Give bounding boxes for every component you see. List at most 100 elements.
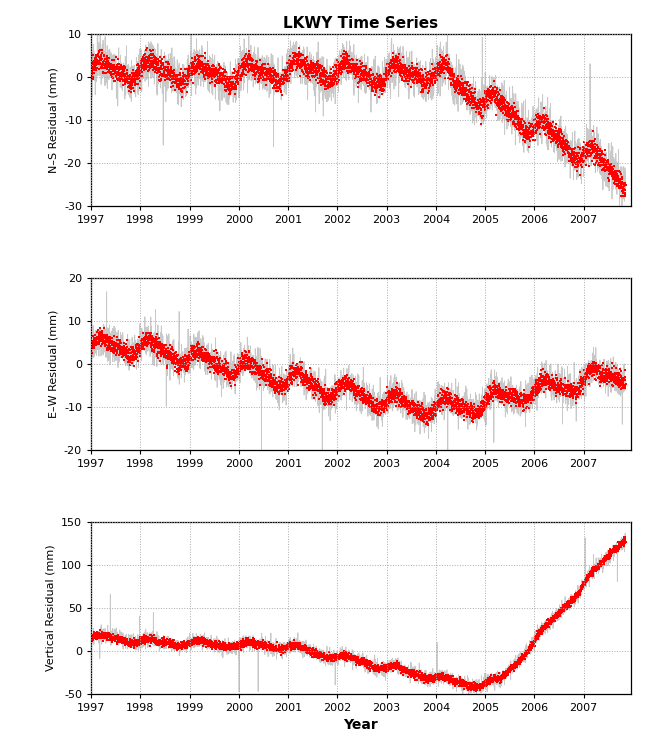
Point <box>549 130 560 142</box>
Point <box>257 71 268 83</box>
Point <box>244 58 255 70</box>
Point <box>539 102 549 114</box>
Point <box>178 351 188 363</box>
Point <box>582 572 592 584</box>
Point <box>394 399 404 411</box>
Point <box>528 383 539 395</box>
Point <box>525 121 535 133</box>
Point <box>535 625 545 637</box>
Point <box>332 649 342 661</box>
Point <box>608 173 618 185</box>
Point <box>114 633 125 645</box>
Point <box>543 116 554 128</box>
Point <box>567 390 578 402</box>
Point <box>280 641 290 653</box>
Point <box>618 379 629 391</box>
Point <box>397 59 408 71</box>
Point <box>515 388 526 400</box>
Point <box>533 628 543 640</box>
Point <box>408 406 418 418</box>
Point <box>477 94 488 106</box>
Point <box>325 74 335 86</box>
Point <box>159 68 170 80</box>
Point <box>237 70 247 82</box>
Point <box>268 640 278 652</box>
Point <box>301 640 311 652</box>
Point <box>482 100 492 112</box>
Point <box>356 382 367 394</box>
Point <box>107 632 118 644</box>
Point <box>229 642 240 654</box>
Point <box>382 73 393 85</box>
Point <box>191 66 202 78</box>
Point <box>208 638 218 650</box>
Point <box>437 384 447 396</box>
Point <box>504 387 515 399</box>
Point <box>238 57 248 69</box>
Point <box>473 400 484 412</box>
Point <box>162 65 172 77</box>
Point <box>557 142 567 154</box>
Point <box>339 382 349 394</box>
Point <box>568 385 578 397</box>
Point <box>245 366 255 378</box>
Point <box>599 153 610 165</box>
Point <box>153 639 164 651</box>
Point <box>366 76 376 88</box>
Point <box>205 641 216 653</box>
Point <box>201 637 211 649</box>
Point <box>391 661 401 673</box>
Point <box>205 63 215 75</box>
Point <box>599 157 609 169</box>
Point <box>349 378 359 390</box>
Point <box>507 662 517 674</box>
Point <box>419 406 429 418</box>
Point <box>510 109 520 121</box>
Point <box>136 632 147 644</box>
Point <box>541 369 551 381</box>
Point <box>306 644 317 656</box>
Point <box>250 356 260 368</box>
Point <box>366 659 376 671</box>
Point <box>386 660 396 672</box>
Point <box>439 674 450 686</box>
Point <box>182 74 192 86</box>
Point <box>336 647 346 659</box>
Point <box>255 69 266 81</box>
Point <box>560 385 570 397</box>
Point <box>202 64 213 76</box>
Point <box>294 643 304 655</box>
Point <box>451 674 462 686</box>
Point <box>153 332 164 344</box>
Point <box>560 140 571 152</box>
Point <box>577 145 588 157</box>
Point <box>473 100 483 112</box>
Point <box>330 58 341 70</box>
Point <box>172 644 182 656</box>
Point <box>322 651 332 663</box>
Point <box>603 155 614 167</box>
Point <box>344 60 355 72</box>
Point <box>311 62 322 74</box>
Point <box>107 61 117 73</box>
Point <box>499 668 510 680</box>
Point <box>346 652 357 664</box>
Point <box>273 644 283 656</box>
Point <box>395 61 406 73</box>
Point <box>220 65 230 77</box>
Point <box>248 634 258 646</box>
Point <box>209 68 219 80</box>
Point <box>464 683 474 695</box>
Point <box>202 64 212 76</box>
Point <box>185 639 195 651</box>
Point <box>549 612 559 624</box>
Point <box>555 608 566 619</box>
Point <box>256 641 266 653</box>
Point <box>612 172 623 184</box>
Point <box>602 373 612 385</box>
Point <box>417 413 428 425</box>
Point <box>128 82 138 94</box>
Point <box>241 350 252 361</box>
Point <box>363 656 373 668</box>
Point <box>232 636 242 648</box>
